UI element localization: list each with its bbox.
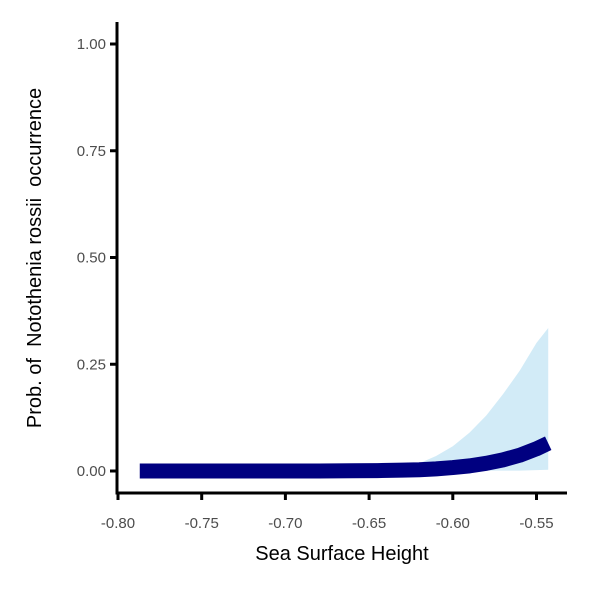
x-tick-label: -0.60 <box>436 515 470 532</box>
ticks-layer: 0.00 0.25 0.50 0.75 1.00 -0.80 -0.75 -0.70 -0.65… <box>77 36 554 532</box>
y-tick-label: 0.00 <box>77 463 106 480</box>
line-layer <box>139 436 552 479</box>
x-tick-label: -0.75 <box>185 515 219 532</box>
y-tick-label: 1.00 <box>77 36 106 53</box>
y-tick-label: 0.75 <box>77 143 106 160</box>
x-tick-label: -0.70 <box>268 515 302 532</box>
probability-line <box>139 436 552 479</box>
y-tick-label: 0.50 <box>77 250 106 267</box>
confidence-band-layer <box>139 327 549 471</box>
y-axis-title: Prob. of Notothenia rossii occurrence <box>24 88 46 428</box>
x-tick-label: -0.80 <box>101 515 135 532</box>
x-tick-label: -0.55 <box>519 515 553 532</box>
x-tick-label: -0.65 <box>352 515 386 532</box>
confidence-band <box>139 327 549 471</box>
x-axis-title: Sea Surface Height <box>255 543 429 565</box>
y-tick-label: 0.25 <box>77 356 106 373</box>
